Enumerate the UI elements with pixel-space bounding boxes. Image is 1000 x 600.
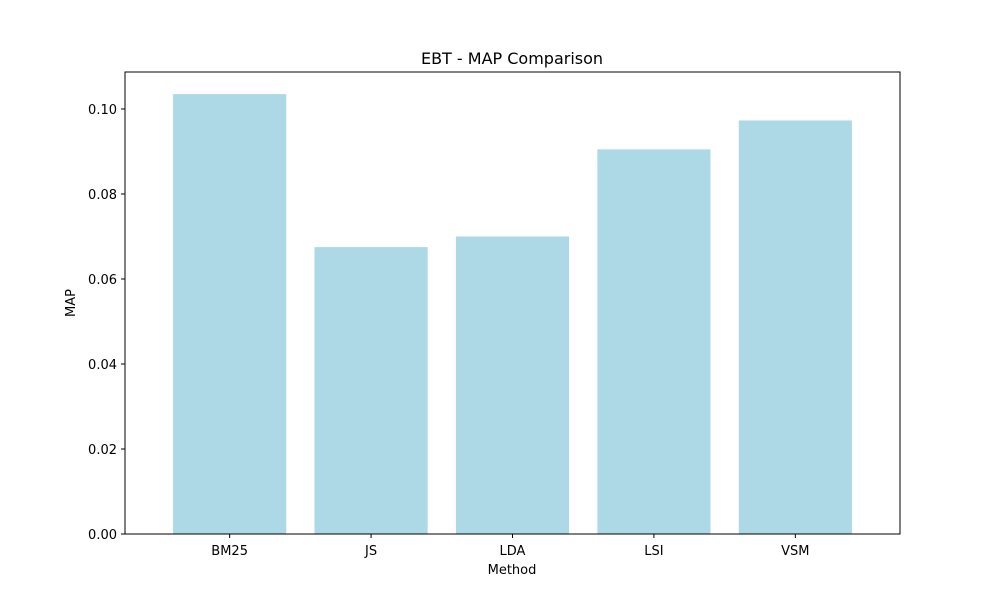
y-axis: 0.00 0.02 0.04 0.06 0.08 0.10	[88, 103, 125, 543]
x-tick-label: LDA	[500, 544, 526, 559]
y-tick-label: 0.08	[88, 188, 117, 203]
x-axis: BM25 JS LDA LSI VSM	[211, 534, 810, 559]
y-tick-label: 0.10	[88, 103, 117, 118]
y-tick-label: 0.00	[88, 528, 117, 543]
y-tick-label: 0.06	[88, 273, 117, 288]
bar-vsm	[738, 120, 852, 534]
bar-lsi	[597, 149, 711, 534]
x-tick-label: JS	[364, 544, 377, 559]
x-tick-label: BM25	[211, 544, 248, 559]
x-tick-label: VSM	[781, 544, 809, 559]
bar-bm25	[173, 94, 287, 534]
bar-js	[314, 247, 428, 534]
x-tick-label: LSI	[644, 544, 663, 559]
bars	[173, 94, 852, 535]
x-axis-label: Method	[488, 563, 537, 578]
chart-title: EBT - MAP Comparison	[421, 49, 603, 68]
bar-lda	[455, 236, 570, 535]
y-tick-label: 0.04	[88, 358, 117, 373]
y-axis-label: MAP	[64, 289, 79, 317]
y-tick-label: 0.02	[88, 443, 117, 458]
